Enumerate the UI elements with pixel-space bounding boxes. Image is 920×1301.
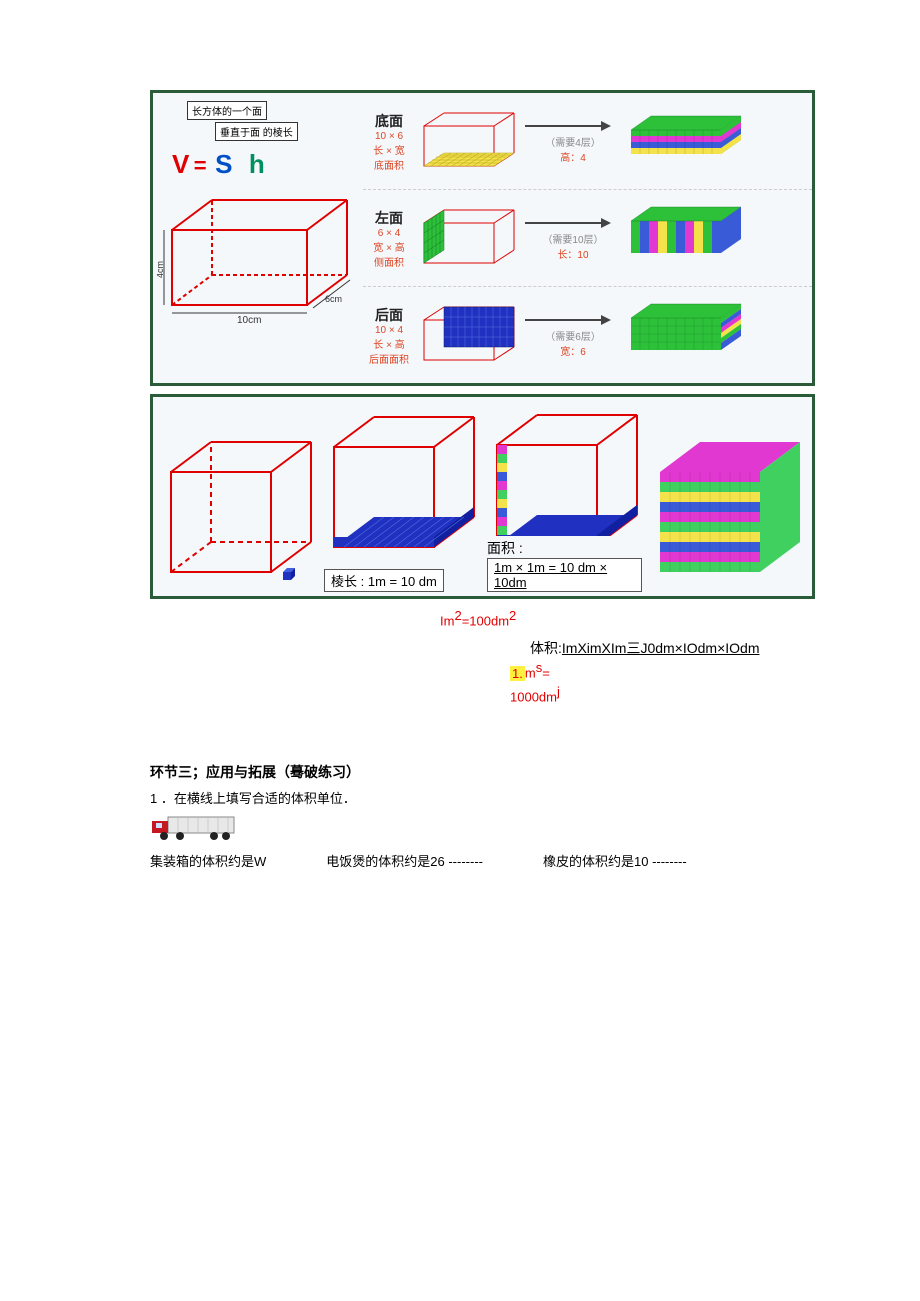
dim-width: 6cm <box>325 294 342 304</box>
answer-eraser: 橡皮的体积约是10 -------- <box>543 851 687 870</box>
cube-full-fill <box>650 432 805 592</box>
left-face-box <box>419 208 519 270</box>
row-bottom-face: 底面 10 × 6 长 × 宽 底面积 <box>363 93 812 190</box>
arrow-icon <box>523 312 613 328</box>
answer-ricecooker: 电饭煲的体积约是26 -------- <box>326 851 483 870</box>
cube-unit-diagram: 棱长 : 1m = 10 dm <box>150 394 815 599</box>
stacked-result-3 <box>623 300 753 370</box>
formula-v-eq-sh: V = S h <box>172 149 359 180</box>
area-label: 面积 : <box>487 540 523 556</box>
dim-length: 10cm <box>237 315 261 325</box>
unit-conversion-text: Im2=100dm2 体积:ImXimXIm三J0dm×IOdm×IOdm 1.… <box>410 607 815 707</box>
bottom-face-box <box>419 111 519 173</box>
volume-formula-diagram: 长方体的一个面 垂直于面 的棱长 V = S h <box>150 90 815 386</box>
stacked-result-2 <box>623 203 753 273</box>
edge-length-label: 棱长 : 1m = 10 dm <box>324 569 444 592</box>
answer-container: 集装箱的体积约是W <box>150 851 266 870</box>
cube-base-fill <box>324 407 479 567</box>
wire-cube <box>161 432 316 592</box>
edge-label-text: 垂直于面 的棱长 <box>215 122 298 141</box>
area-value: 1m × 1m = 10 dm × 10dm <box>487 558 642 592</box>
dim-height: 4cm <box>157 261 165 278</box>
section-three: 环节三；应用与拓展（蓦破练习） 1 ．在横线上填写合适的体积单位． 集装箱的体积… <box>150 762 815 870</box>
arrow-icon <box>523 118 613 134</box>
main-cuboid-wireframe: 10cm 4cm 6cm <box>157 180 352 325</box>
section-title: 环节三；应用与拓展（蓦破练习） <box>150 762 815 782</box>
row-left-face: 左面 6 × 4 宽 × 高 侧面积 <box>363 190 812 287</box>
arrow-icon <box>523 215 613 231</box>
cube-column-fill <box>487 405 642 536</box>
question-1: 1 ．在横线上填写合适的体积单位． <box>150 788 815 807</box>
back-face-box <box>419 305 519 367</box>
row-back-face: 后面 10 × 4 长 × 高 后面面积 <box>363 287 812 383</box>
stacked-result-1 <box>623 106 753 176</box>
faces-rows: 底面 10 × 6 长 × 宽 底面积 <box>363 93 812 383</box>
formula-left-column: 长方体的一个面 垂直于面 的棱长 V = S h <box>153 93 363 383</box>
face-label-text: 长方体的一个面 <box>187 101 267 120</box>
truck-icon <box>150 813 240 841</box>
